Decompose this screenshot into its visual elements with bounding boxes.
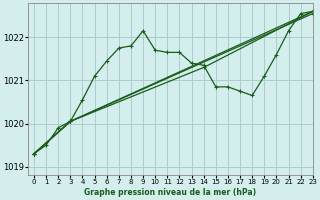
X-axis label: Graphe pression niveau de la mer (hPa): Graphe pression niveau de la mer (hPa) (84, 188, 256, 197)
